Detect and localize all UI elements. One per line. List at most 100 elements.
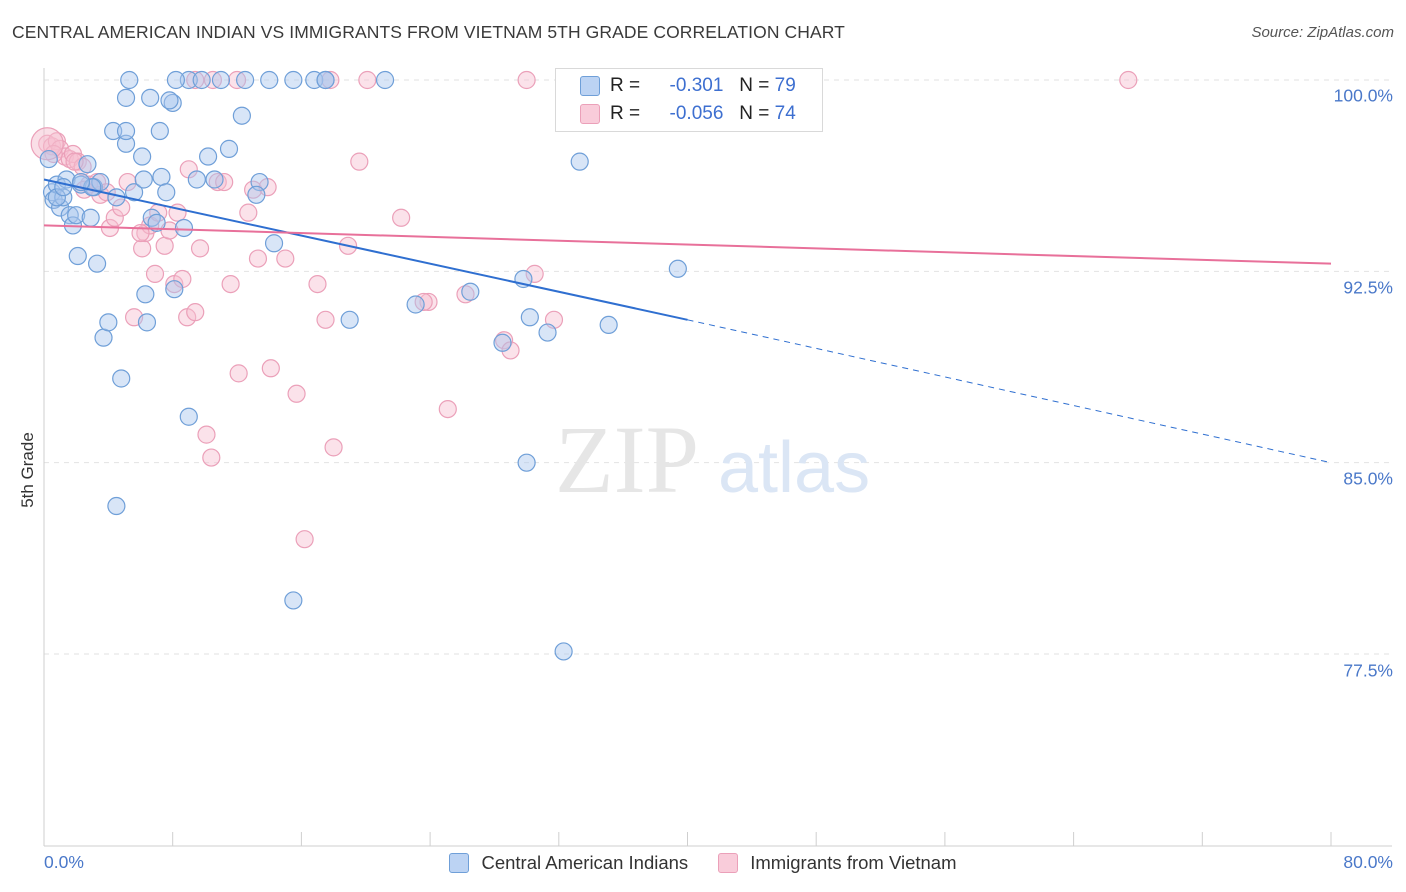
data-point [239,203,258,222]
n-value: 79 [774,75,796,96]
data-point [350,152,369,171]
data-point [517,70,536,90]
data-point [187,170,206,189]
data-point [136,285,155,304]
stats-legend: R = -0.301 N = 79 R = -0.056 N = 74 [555,68,823,132]
data-point [261,359,280,378]
data-point [179,407,198,426]
legend-item-central-american[interactable]: Central American Indians [449,852,688,874]
trend-line-pink [43,224,1332,265]
data-point [456,285,475,304]
data-point [134,170,153,189]
data-point [133,147,152,166]
data-point [392,208,411,227]
data-point [198,147,218,166]
data-point [205,170,224,189]
r-value: -0.301 [669,75,724,96]
data-point [165,280,184,299]
data-point [260,70,279,90]
r-label: R = [610,103,641,124]
data-point [284,591,303,610]
data-point [147,213,166,232]
y-tick-label: 92.5% [1343,277,1393,298]
pink-swatch-icon [718,853,739,873]
legend-label: Central American Indians [481,852,689,873]
data-point [316,70,335,90]
data-point [54,188,73,207]
r-label: R = [610,75,641,96]
data-point [174,218,194,238]
legend-row-blue: R = -0.301 N = 79 [580,75,796,97]
data-point [208,172,227,192]
y-tick-label: 100.0% [1333,85,1393,106]
data-point [186,303,205,322]
data-point [219,139,239,158]
data-point [116,121,136,141]
blue-swatch-icon [449,853,470,873]
data-point [150,121,169,141]
grid-lines [44,79,1392,655]
data-point [321,70,340,90]
data-point [141,88,160,107]
data-point [155,236,174,255]
data-point [104,121,123,141]
watermark-atlas: atlas [718,428,870,508]
legend-label: Immigrants from Vietnam [750,852,957,873]
n-label: N = [739,75,770,96]
data-point [229,364,248,383]
data-point [295,530,314,549]
data-point [116,134,136,153]
watermark-zip: ZIP [555,406,699,513]
data-point [438,399,457,419]
data-point [145,264,165,283]
data-point [235,70,255,90]
y-tick-label: 85.0% [1343,468,1393,489]
x-tick-label: 80.0% [1343,852,1393,872]
data-point [197,425,216,444]
data-point [276,249,295,268]
data-point [133,239,152,258]
data-point [160,91,179,110]
x-tick-label: 0.0% [44,852,84,872]
data-point [54,178,73,197]
data-point [1119,70,1138,90]
y-tick-label: 77.5% [1343,660,1393,681]
data-point [137,313,157,332]
data-point [358,70,377,90]
chart-title: CENTRAL AMERICAN INDIAN VS IMMIGRANTS FR… [12,22,845,42]
y-axis-label: 5th Grade [18,432,37,508]
data-point [179,70,198,90]
data-point [211,70,231,90]
data-point [105,208,124,227]
data-point [107,496,126,516]
data-point [340,310,359,329]
data-point [538,323,557,342]
bottom-legend: Central American Indians Immigrants from… [0,852,1406,874]
data-point [81,208,100,227]
data-point [284,70,303,90]
source-label: Source: ZipAtlas.com [1251,24,1394,41]
data-point [247,185,266,204]
data-point [264,234,284,253]
data-point [375,70,395,90]
data-point [39,149,58,169]
data-point [30,127,64,161]
data-point [316,310,335,329]
r-value: -0.056 [669,103,724,124]
legend-item-vietnam[interactable]: Immigrants from Vietnam [718,852,957,874]
trend-line-blue [43,178,688,321]
data-point [67,206,86,225]
pink-swatch-icon [580,104,600,124]
data-point [47,188,66,207]
data-point [112,369,131,388]
data-point [152,167,171,187]
data-point [190,239,210,258]
data-point [668,259,687,278]
data-point [406,295,425,314]
data-point [157,183,176,202]
data-point [60,206,79,225]
data-point [461,282,480,301]
data-point [525,264,544,283]
data-point [248,249,268,268]
data-point [94,328,113,347]
